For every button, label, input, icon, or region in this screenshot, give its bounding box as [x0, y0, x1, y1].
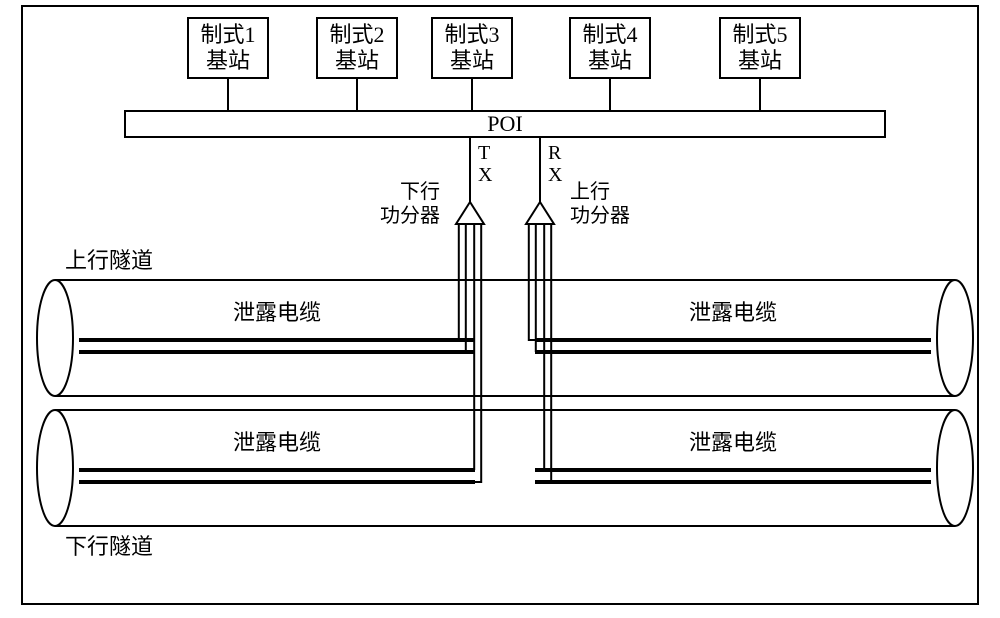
tunnel-end-ellipse	[37, 410, 73, 526]
downlink-splitter-label-1: 下行	[400, 180, 440, 203]
leak-cable-label: 泄露电缆	[233, 430, 321, 455]
station-label-line1: 制式5	[732, 22, 787, 47]
splitter-fanout-wire	[474, 224, 475, 470]
tx-label-1: T	[478, 142, 490, 164]
station-label-line1: 制式3	[444, 22, 499, 47]
tunnel-end-ellipse	[937, 410, 973, 526]
downlink-splitter-label-2: 功分器	[380, 204, 440, 227]
rx-label-1: R	[548, 142, 562, 164]
uplink-splitter-label-2: 功分器	[570, 204, 630, 227]
outer-frame	[22, 6, 978, 604]
splitter-fanout-wire	[529, 224, 535, 340]
tunnel-end-ellipse	[937, 280, 973, 396]
tunnel-end-ellipse	[37, 280, 73, 396]
uplink-tunnel-label: 上行隧道	[65, 248, 153, 273]
station-label-line2: 基站	[588, 48, 632, 73]
station-label-line2: 基站	[335, 48, 379, 73]
splitter-fanout-wire	[475, 224, 481, 482]
splitter-icon	[456, 202, 484, 224]
station-label-line1: 制式2	[329, 22, 384, 47]
splitter-fanout-wire	[459, 224, 475, 340]
splitter-fanout-wire	[535, 224, 536, 352]
station-label-line2: 基站	[206, 48, 250, 73]
leak-cable-label: 泄露电缆	[689, 430, 777, 455]
station-label-line2: 基站	[738, 48, 782, 73]
poi-label: POI	[487, 111, 522, 136]
tx-label-2: X	[478, 164, 493, 186]
station-label-line2: 基站	[450, 48, 494, 73]
uplink-splitter-label-1: 上行	[570, 180, 610, 203]
rx-label-2: X	[548, 164, 563, 186]
downlink-tunnel-label: 下行隧道	[65, 534, 153, 559]
station-label-line1: 制式1	[200, 22, 255, 47]
splitter-icon	[526, 202, 554, 224]
station-label-line1: 制式4	[582, 22, 637, 47]
leak-cable-label: 泄露电缆	[233, 300, 321, 325]
leak-cable-label: 泄露电缆	[689, 300, 777, 325]
